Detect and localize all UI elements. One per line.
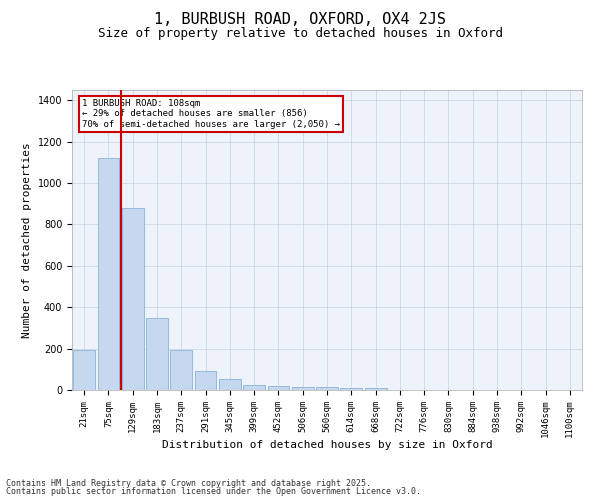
Bar [97,158,119,390]
Bar [292,387,314,390]
Y-axis label: Number of detached properties: Number of detached properties [22,142,32,338]
Bar [268,386,289,390]
Text: Contains HM Land Registry data © Crown copyright and database right 2025.: Contains HM Land Registry data © Crown c… [6,478,371,488]
Text: Contains public sector information licensed under the Open Government Licence v3: Contains public sector information licen… [6,487,421,496]
Bar [316,387,338,390]
Bar [219,378,241,390]
Bar [194,372,217,390]
Bar [122,208,143,390]
Text: Size of property relative to detached houses in Oxford: Size of property relative to detached ho… [97,28,503,40]
Bar [365,388,386,390]
Bar [146,318,168,390]
Text: 1, BURBUSH ROAD, OXFORD, OX4 2JS: 1, BURBUSH ROAD, OXFORD, OX4 2JS [154,12,446,28]
X-axis label: Distribution of detached houses by size in Oxford: Distribution of detached houses by size … [161,440,493,450]
Bar [73,350,95,390]
Bar [340,388,362,390]
Bar [243,386,265,390]
Bar [170,350,192,390]
Text: 1 BURBUSH ROAD: 108sqm
← 29% of detached houses are smaller (856)
70% of semi-de: 1 BURBUSH ROAD: 108sqm ← 29% of detached… [82,99,340,129]
